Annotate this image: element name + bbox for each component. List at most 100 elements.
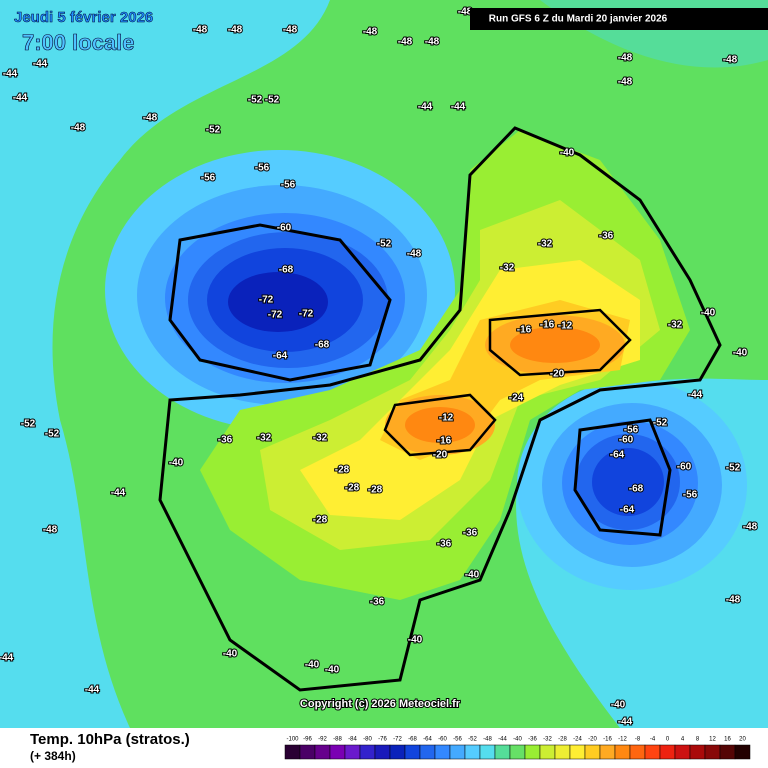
- contour-label: -40: [701, 308, 716, 319]
- contour-label: -40: [305, 660, 320, 671]
- contour-label: -32: [538, 239, 553, 250]
- contour-label: -48: [193, 25, 208, 36]
- contour-label: -56: [201, 173, 216, 184]
- scale-tick-label: -100: [286, 737, 299, 743]
- contour-label: -48: [618, 53, 633, 64]
- scale-swatch: [644, 744, 661, 760]
- scale-tick-label: 8: [696, 737, 700, 743]
- contour-label: -44: [3, 69, 18, 80]
- contour-label: -60: [619, 435, 634, 446]
- polar-vortex: [105, 150, 455, 430]
- scale-swatch: [674, 744, 691, 760]
- contour-label: -72: [268, 310, 283, 321]
- time: 7:00 locale: [22, 30, 135, 55]
- footer-title: Temp. 10hPa (stratos.): [30, 731, 190, 748]
- scale-tick-label: 4: [681, 737, 685, 743]
- scale-swatch: [479, 744, 496, 760]
- contour-label: -52: [206, 125, 221, 136]
- contour-labels: -48 -48 -48 -48 -48 -48 -48 -48 -48 -48 -44 -44 -44 -…: [0, 6, 759, 729]
- scale-swatch: [299, 744, 316, 760]
- contour-label: -60: [677, 462, 692, 473]
- contour-label: -48: [723, 55, 738, 66]
- cold-zone: [0, 0, 330, 728]
- contour-label: -44: [418, 102, 433, 113]
- scale-tick-label: -84: [348, 737, 357, 743]
- contour-label: -40: [223, 649, 238, 660]
- contour-label: -36: [437, 539, 452, 550]
- contour-label: -48: [458, 7, 473, 18]
- scale-tick-label: -24: [573, 737, 582, 743]
- contour-label: -48: [228, 25, 243, 36]
- contour-label: -72: [259, 295, 274, 306]
- contour-label: -52: [248, 95, 263, 106]
- contour-label: -36: [599, 231, 614, 242]
- scale-swatch: [359, 744, 376, 760]
- scale-tick-label: -40: [513, 737, 522, 743]
- contour-label: -56: [255, 163, 270, 174]
- contour-label: -64: [610, 450, 625, 461]
- scale-tick-label: -52: [468, 737, 477, 743]
- contour-label: -64: [273, 351, 288, 362]
- scale-swatch: [539, 744, 556, 760]
- scale-tick-label: 12: [709, 737, 716, 743]
- contour-label: -64: [620, 505, 635, 516]
- contour-label: -44: [111, 488, 126, 499]
- thick-contour: [158, 126, 722, 692]
- scale-swatch: [614, 744, 631, 760]
- contour-label: -48: [618, 77, 633, 88]
- scale-swatch: [509, 744, 526, 760]
- scale-tick-label: -28: [558, 737, 567, 743]
- scale-swatch: [284, 744, 301, 760]
- contour-label: -40: [611, 700, 626, 711]
- contour-label: -44: [33, 59, 48, 70]
- contour-label: -44: [618, 717, 633, 728]
- scale-swatch: [704, 744, 721, 760]
- contour-label: -32: [668, 320, 683, 331]
- contour-label: -48: [43, 525, 58, 536]
- contour-label: -44: [0, 653, 14, 664]
- contour-label: -36: [218, 435, 233, 446]
- forecast-hour: (+ 384h): [30, 749, 76, 763]
- scale-swatch: [584, 744, 601, 760]
- contour-label: -48: [283, 25, 298, 36]
- contour-label: -40: [465, 570, 480, 581]
- scale-swatch: [389, 744, 406, 760]
- contour-label: -48: [743, 522, 758, 533]
- contour-label: -24: [509, 393, 524, 404]
- color-scale: -100 -96 -92 -88 -84 -80 -76 -72 -68 -64 -60 -56 -52…: [284, 737, 751, 760]
- scale-tick-label: -92: [318, 737, 327, 743]
- scale-swatch: [569, 744, 586, 760]
- contour-label: -36: [463, 528, 478, 539]
- scale-swatch: [314, 744, 331, 760]
- contour-label: -32: [313, 433, 328, 444]
- scale-tick-label: -8: [635, 737, 641, 743]
- contour-label: -48: [363, 27, 378, 38]
- contour-label: -12: [439, 413, 454, 424]
- contour-label: -52: [653, 418, 668, 429]
- contour-label: -32: [257, 433, 272, 444]
- scale-swatch: [494, 744, 511, 760]
- run-banner: [470, 8, 768, 30]
- contour-label: -40: [560, 148, 575, 159]
- scale-tick-label: -88: [333, 737, 342, 743]
- scale-tick-label: -80: [363, 737, 372, 743]
- scale-swatch: [554, 744, 571, 760]
- scale-swatch: [689, 744, 706, 760]
- contour-label: -16: [517, 325, 532, 336]
- scale-tick-label: 0: [666, 737, 670, 743]
- scale-swatch: [449, 744, 466, 760]
- scale-tick-label: -4: [650, 737, 656, 743]
- scale-swatch: [464, 744, 481, 760]
- scale-tick-label: -72: [393, 737, 402, 743]
- scale-tick-label: -56: [453, 737, 462, 743]
- scale-tick-label: 20: [739, 737, 746, 743]
- contour-label: -40: [169, 458, 184, 469]
- contour-label: -28: [335, 465, 350, 476]
- scale-tick-label: -16: [603, 737, 612, 743]
- contour-label: -48: [407, 249, 422, 260]
- warm-zone: [200, 130, 690, 600]
- scale-swatch: [719, 744, 736, 760]
- contour-label: -52: [377, 239, 392, 250]
- copyright: Copyright (c) 2026 Meteociel.fr: [300, 698, 461, 710]
